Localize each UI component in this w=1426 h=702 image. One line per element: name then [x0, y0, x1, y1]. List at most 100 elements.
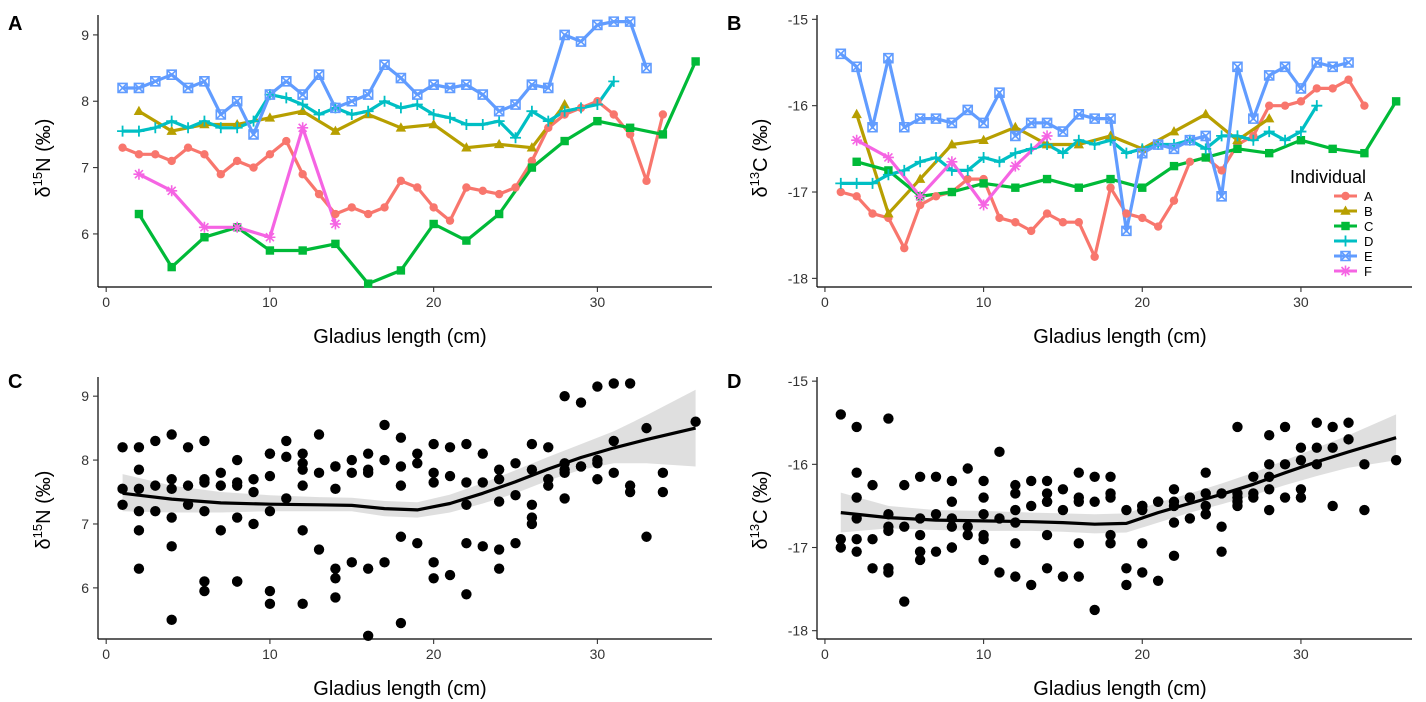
- data-point-e: [1248, 113, 1259, 124]
- data-point: [510, 458, 521, 469]
- data-point-e: [1105, 113, 1116, 124]
- series-points-e: [117, 16, 652, 140]
- data-point-d: [460, 118, 472, 130]
- data-point: [428, 557, 439, 568]
- data-point-e: [592, 19, 603, 31]
- data-point: [493, 464, 505, 475]
- data-point: [899, 596, 910, 607]
- y-tick-label: -18: [788, 623, 808, 639]
- data-point: [851, 533, 862, 545]
- data-point: [978, 475, 989, 487]
- series-line-a: [840, 78, 1366, 259]
- data-point: [1311, 442, 1323, 453]
- data-point: [914, 471, 926, 483]
- y-tick-label: 6: [81, 226, 89, 242]
- data-point-e: [575, 36, 587, 47]
- data-point-a: [1058, 218, 1068, 227]
- series-points-d: [117, 75, 620, 144]
- data-point: [1264, 504, 1275, 516]
- data-point-d: [1263, 126, 1275, 138]
- data-point-a: [282, 136, 291, 146]
- data-point-e: [166, 69, 177, 81]
- data-point: [1105, 492, 1116, 503]
- data-point: [1041, 496, 1053, 507]
- data-point: [1041, 475, 1053, 487]
- data-point: [575, 397, 587, 408]
- y-tick-label: 7: [81, 160, 89, 176]
- data-point-d: [930, 151, 942, 163]
- series-points-f: [851, 130, 1053, 211]
- data-point-d: [1295, 126, 1307, 138]
- y-tick-label: 8: [81, 452, 89, 468]
- data-point: [899, 521, 910, 532]
- data-point-d: [362, 105, 374, 117]
- data-point-c: [200, 233, 209, 242]
- data-point: [1168, 550, 1180, 562]
- data-point-f: [231, 221, 243, 233]
- data-point-e: [1152, 139, 1164, 150]
- data-point-d: [493, 115, 505, 127]
- data-point-c: [527, 163, 537, 172]
- legend-swatch-marker: [1340, 250, 1351, 262]
- data-point-d: [395, 102, 407, 114]
- data-point-a: [642, 176, 651, 186]
- data-point-a: [1106, 183, 1115, 192]
- data-point: [362, 448, 374, 459]
- data-point: [608, 378, 619, 389]
- data-point-c: [1296, 136, 1306, 145]
- data-point-b: [1200, 108, 1211, 119]
- data-point: [395, 531, 407, 542]
- data-point: [1026, 475, 1037, 487]
- data-point: [1010, 479, 1021, 491]
- data-point: [1089, 471, 1100, 483]
- data-point-a: [1296, 97, 1306, 106]
- data-point-b: [883, 208, 894, 218]
- data-point: [231, 454, 243, 466]
- data-point-e: [264, 89, 276, 100]
- data-point: [444, 470, 456, 482]
- data-point-f: [914, 190, 926, 202]
- data-point-f: [946, 156, 958, 168]
- data-point-d: [1247, 134, 1259, 146]
- data-point: [395, 480, 407, 491]
- data-point-c: [1169, 161, 1179, 171]
- data-point-e: [914, 113, 926, 124]
- data-point-c: [494, 209, 504, 219]
- data-point: [1010, 504, 1021, 516]
- data-point-e: [248, 129, 259, 140]
- data-point: [379, 557, 390, 568]
- data-point-e: [1216, 191, 1227, 202]
- data-point-a: [1138, 213, 1147, 223]
- series-line-a: [121, 99, 665, 223]
- data-point-b: [851, 108, 862, 119]
- data-point: [962, 521, 973, 532]
- data-point-e: [182, 82, 194, 94]
- data-point: [1359, 459, 1370, 470]
- data-point-d: [575, 102, 587, 114]
- series-line-b: [855, 112, 1271, 216]
- data-point: [264, 585, 276, 597]
- data-point: [930, 546, 942, 557]
- data-point-e: [150, 76, 161, 87]
- data-point-c: [658, 130, 668, 139]
- data-point-e: [1279, 61, 1291, 73]
- y-tick-label: 6: [81, 580, 89, 596]
- panel-letter-c: C: [8, 371, 22, 393]
- data-point: [1026, 579, 1037, 591]
- data-point: [930, 509, 942, 520]
- data-point-f: [166, 185, 178, 197]
- y-axis-title-d: δ13C (‰): [747, 471, 772, 550]
- x-tick-label: 0: [821, 646, 829, 662]
- data-point-e: [994, 87, 1005, 99]
- data-point-d: [1231, 130, 1243, 142]
- data-point: [248, 474, 259, 485]
- data-point: [166, 483, 177, 495]
- data-point: [946, 496, 958, 507]
- data-point: [297, 480, 308, 491]
- data-point: [428, 438, 439, 450]
- data-point: [946, 475, 958, 487]
- legend-swatch-marker: [1341, 191, 1350, 201]
- data-point-a: [658, 110, 668, 119]
- data-point-d: [133, 125, 145, 137]
- data-point: [1168, 517, 1180, 528]
